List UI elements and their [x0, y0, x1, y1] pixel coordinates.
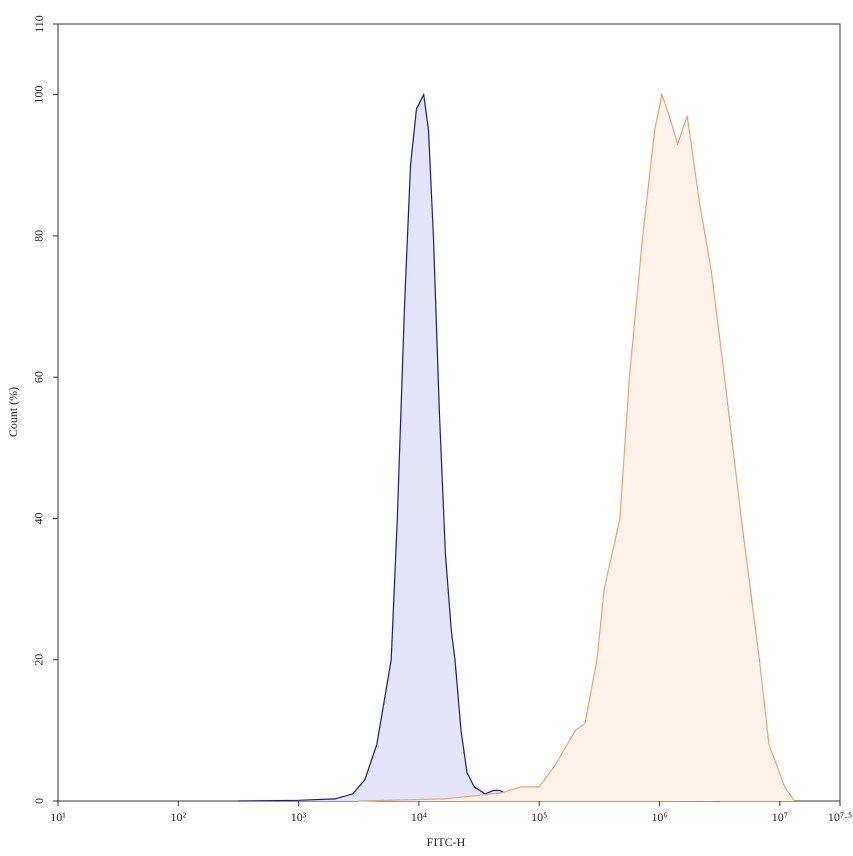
- x-tick-label: 10¹: [50, 810, 66, 824]
- y-tick-label: 40: [32, 512, 46, 524]
- y-tick-label: 80: [32, 230, 46, 242]
- x-tick-label: 10⁴: [411, 810, 427, 824]
- x-tick-label: 10⁶: [651, 810, 667, 824]
- y-tick-label: 100: [32, 86, 46, 104]
- y-tick-label: 0: [32, 798, 46, 804]
- x-tick-label: 10⁷·⁵: [828, 810, 852, 824]
- y-tick-label: 20: [32, 654, 46, 666]
- series-area: [358, 94, 795, 802]
- x-tick-label: 10⁵: [531, 810, 547, 824]
- x-tick-label: 10²: [171, 810, 187, 824]
- y-tick-label: 60: [32, 371, 46, 383]
- y-axis-label: Count (%): [6, 387, 20, 437]
- x-tick-label: 10⁷: [772, 810, 788, 824]
- x-axis-label: FITC-H: [427, 835, 466, 849]
- y-tick-label: 110: [32, 15, 46, 33]
- x-tick-label: 10³: [291, 810, 307, 824]
- series-line: [358, 92, 795, 802]
